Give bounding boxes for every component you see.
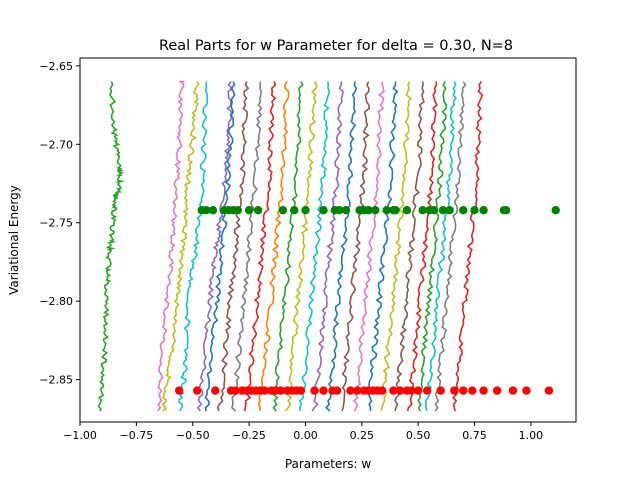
red-point-42 [508, 386, 518, 395]
red-point-23 [346, 386, 355, 395]
green-point-23 [391, 206, 400, 215]
series-line-9 [243, 81, 277, 412]
green-point-27 [429, 206, 439, 215]
red-point-19 [310, 386, 319, 395]
red-point-39 [468, 386, 477, 395]
series-line-1 [97, 81, 125, 412]
series-line-16 [341, 81, 371, 412]
series-line-18 [367, 81, 399, 412]
green-point-30 [459, 206, 468, 215]
red-point-40 [479, 386, 488, 395]
y-tick-label: −2.65 [39, 60, 73, 73]
series-line-17 [352, 81, 385, 412]
y-tick-label: −2.85 [39, 374, 73, 387]
green-point-29 [445, 206, 454, 215]
series-line-24 [434, 81, 467, 412]
y-tick-label: −2.75 [39, 217, 73, 230]
green-point-2 [202, 206, 211, 215]
green-point-3 [208, 206, 218, 215]
green-point-34 [501, 206, 511, 215]
red-point-2 [193, 386, 202, 395]
red-point-11 [260, 386, 270, 395]
red-point-5 [231, 386, 240, 395]
y-tick-label: −2.80 [39, 295, 73, 308]
series-line-6 [204, 81, 236, 412]
x-tick-label: 1.00 [519, 429, 544, 442]
x-tick-label: −0.75 [120, 429, 154, 442]
x-axis: −1.00 −0.75 −0.50 −0.25 0.00 0.25 0.50 0.75 1.00 [63, 422, 543, 442]
red-point-14 [276, 386, 285, 395]
green-point-11 [290, 206, 299, 215]
green-point-20 [371, 206, 380, 215]
series-line-15 [324, 81, 358, 412]
plot-area [97, 80, 560, 412]
series-line-22 [416, 81, 448, 412]
red-point-36 [436, 386, 445, 395]
green-point-8 [244, 206, 254, 215]
series-line-7 [216, 81, 250, 412]
x-tick-label: 0.50 [406, 429, 431, 442]
green-point-15 [335, 206, 344, 215]
green-point-24 [402, 206, 412, 215]
red-point-24 [353, 386, 362, 395]
red-point-3 [211, 386, 220, 395]
chart-title: Real Parts for w Parameter for delta = 0… [159, 38, 513, 54]
x-tick-label: 0.00 [293, 429, 318, 442]
red-point-20 [319, 386, 328, 395]
green-point-28 [438, 206, 448, 215]
red-point-33 [407, 386, 416, 395]
green-point-21 [382, 206, 391, 215]
x-tick-label: −0.50 [176, 429, 210, 442]
series-line-3 [161, 81, 200, 412]
green-point-19 [364, 206, 373, 215]
y-axis-label: Variational Energy [7, 185, 21, 295]
red-point-43 [522, 386, 531, 395]
series-line-19 [380, 81, 412, 412]
series-line-4 [178, 81, 209, 412]
x-tick-label: −1.00 [63, 429, 97, 442]
red-point-44 [544, 386, 554, 395]
red-point-37 [450, 386, 459, 395]
red-point-35 [423, 386, 432, 395]
x-tick-label: −0.25 [232, 429, 266, 442]
green-point-12 [301, 206, 310, 215]
green-point-13 [319, 206, 328, 215]
green-point-10 [278, 206, 288, 215]
series-line-10 [257, 81, 290, 412]
y-tick-label: −2.70 [39, 138, 73, 151]
series-line-12 [284, 81, 318, 412]
red-point-34 [414, 386, 423, 395]
red-point-38 [459, 386, 468, 395]
red-point-41 [492, 386, 502, 395]
series-line-11 [271, 81, 304, 412]
red-point-1 [175, 386, 184, 395]
series-line-20 [394, 81, 425, 412]
series-line-21 [406, 81, 438, 412]
green-point-31 [470, 206, 479, 215]
green-point-25 [418, 206, 427, 215]
green-point-7 [233, 206, 242, 215]
green-point-9 [253, 206, 263, 215]
x-tick-label: 0.75 [462, 429, 487, 442]
series-line-8 [230, 81, 263, 412]
red-point-31 [395, 386, 405, 395]
series-line-5 [196, 81, 234, 412]
red-point-22 [332, 386, 342, 395]
red-point-30 [389, 386, 398, 395]
y-axis: −2.65 −2.70 −2.75 −2.80 −2.85 [39, 60, 80, 387]
series-line-25 [452, 81, 484, 412]
series-line-2 [156, 80, 185, 412]
x-tick-label: 0.25 [350, 429, 375, 442]
series-line-23 [424, 81, 457, 412]
series-line-13 [298, 81, 331, 412]
green-point-32 [479, 206, 488, 215]
green-point-16 [341, 206, 351, 215]
series-line-14 [311, 81, 344, 412]
green-point-35 [551, 206, 560, 215]
red-point-18 [296, 386, 306, 395]
axes-frame [79, 57, 577, 423]
x-axis-label: Parameters: w [285, 457, 372, 471]
red-point-29 [377, 386, 387, 395]
